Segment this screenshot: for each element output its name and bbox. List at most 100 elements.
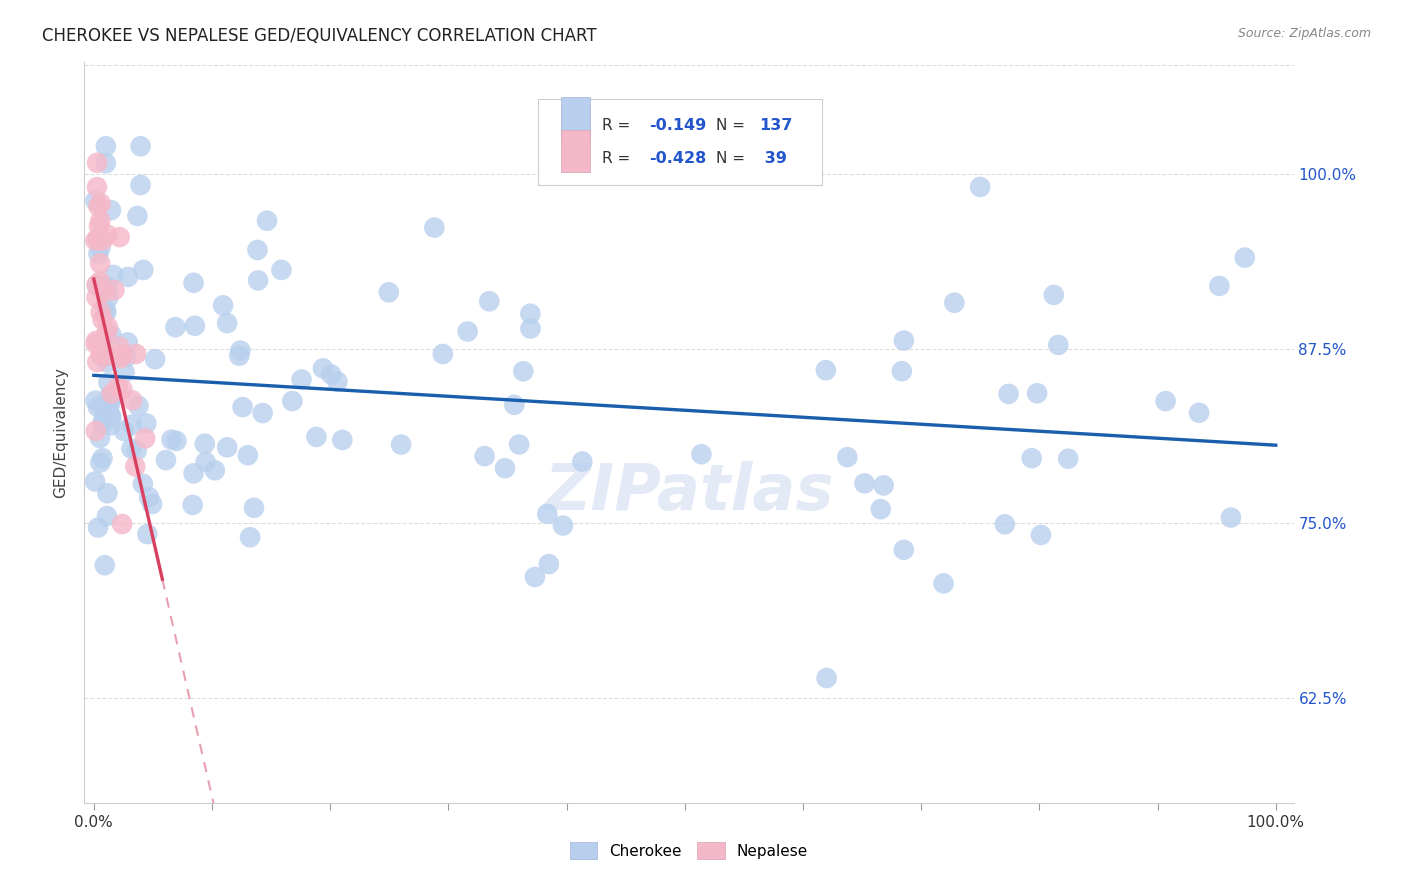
Point — [893, 542, 915, 557]
Point — [212, 298, 235, 312]
Point — [91, 414, 114, 428]
Point — [893, 334, 915, 348]
Point — [181, 498, 204, 512]
Point — [519, 321, 541, 335]
Point — [91, 312, 114, 326]
Point — [217, 316, 239, 330]
Point — [94, 303, 117, 318]
Point — [121, 417, 143, 432]
Point — [112, 424, 135, 438]
Point — [97, 395, 120, 409]
Point — [100, 328, 122, 343]
Point — [98, 406, 121, 420]
Point — [108, 340, 131, 354]
Point — [89, 241, 111, 255]
Text: R =: R = — [602, 119, 636, 133]
Point — [551, 518, 574, 533]
Text: N =: N = — [716, 119, 749, 133]
Point — [90, 347, 112, 361]
Point — [94, 156, 117, 170]
Point — [100, 418, 122, 433]
Point — [232, 400, 254, 414]
Point — [94, 282, 117, 296]
Point — [84, 475, 107, 489]
Point — [135, 417, 157, 431]
Point — [160, 433, 183, 447]
Point — [183, 467, 205, 481]
Point — [217, 440, 239, 454]
Point — [389, 437, 412, 451]
Point — [138, 491, 160, 505]
Point — [89, 455, 111, 469]
Point — [89, 256, 111, 270]
Point — [536, 507, 558, 521]
Point — [1029, 528, 1052, 542]
Point — [127, 209, 149, 223]
Point — [125, 347, 148, 361]
Point — [107, 379, 129, 393]
Point — [194, 436, 217, 450]
Point — [89, 275, 111, 289]
Point — [86, 232, 108, 246]
Point — [91, 350, 114, 364]
Point — [134, 431, 156, 445]
Point — [129, 139, 152, 153]
Y-axis label: GED/Equivalency: GED/Equivalency — [53, 368, 69, 498]
Point — [814, 363, 837, 377]
Point — [110, 348, 132, 362]
Point — [94, 404, 117, 418]
Point — [84, 336, 107, 351]
Point — [1043, 288, 1066, 302]
Point — [457, 325, 479, 339]
Point — [114, 365, 136, 379]
Point — [1208, 279, 1230, 293]
Point — [228, 349, 250, 363]
Point — [91, 451, 114, 466]
Point — [103, 283, 125, 297]
Point — [96, 355, 118, 369]
Point — [87, 246, 110, 260]
Point — [93, 285, 115, 300]
Point — [93, 401, 115, 416]
Point — [478, 294, 501, 309]
Point — [537, 557, 560, 571]
Point — [90, 305, 112, 319]
Point — [124, 459, 146, 474]
Text: CHEROKEE VS NEPALESE GED/EQUIVALENCY CORRELATION CHART: CHEROKEE VS NEPALESE GED/EQUIVALENCY COR… — [42, 27, 596, 45]
Point — [96, 486, 118, 500]
Point — [184, 318, 207, 333]
Point — [100, 392, 122, 406]
Point — [96, 327, 118, 342]
Point — [270, 263, 292, 277]
Point — [236, 448, 259, 462]
Point — [508, 437, 530, 451]
Point — [837, 450, 859, 465]
Point — [699, 139, 721, 153]
Point — [519, 307, 541, 321]
Point — [87, 199, 110, 213]
Point — [97, 291, 120, 305]
Point — [96, 509, 118, 524]
Point — [117, 269, 139, 284]
Point — [290, 372, 312, 386]
Point — [110, 351, 132, 366]
Point — [136, 527, 159, 541]
Point — [378, 285, 401, 300]
Point — [86, 355, 108, 369]
Point — [143, 352, 166, 367]
Point — [571, 454, 593, 468]
Point — [239, 530, 262, 544]
Point — [100, 410, 122, 425]
Point — [1233, 251, 1256, 265]
Point — [86, 155, 108, 169]
Point — [121, 393, 143, 408]
Point — [132, 476, 155, 491]
Point — [247, 273, 270, 287]
Point — [86, 180, 108, 194]
Point — [932, 576, 955, 591]
Point — [165, 434, 187, 448]
Point — [84, 424, 107, 438]
Point — [204, 463, 226, 477]
Point — [84, 234, 107, 248]
Point — [252, 406, 274, 420]
